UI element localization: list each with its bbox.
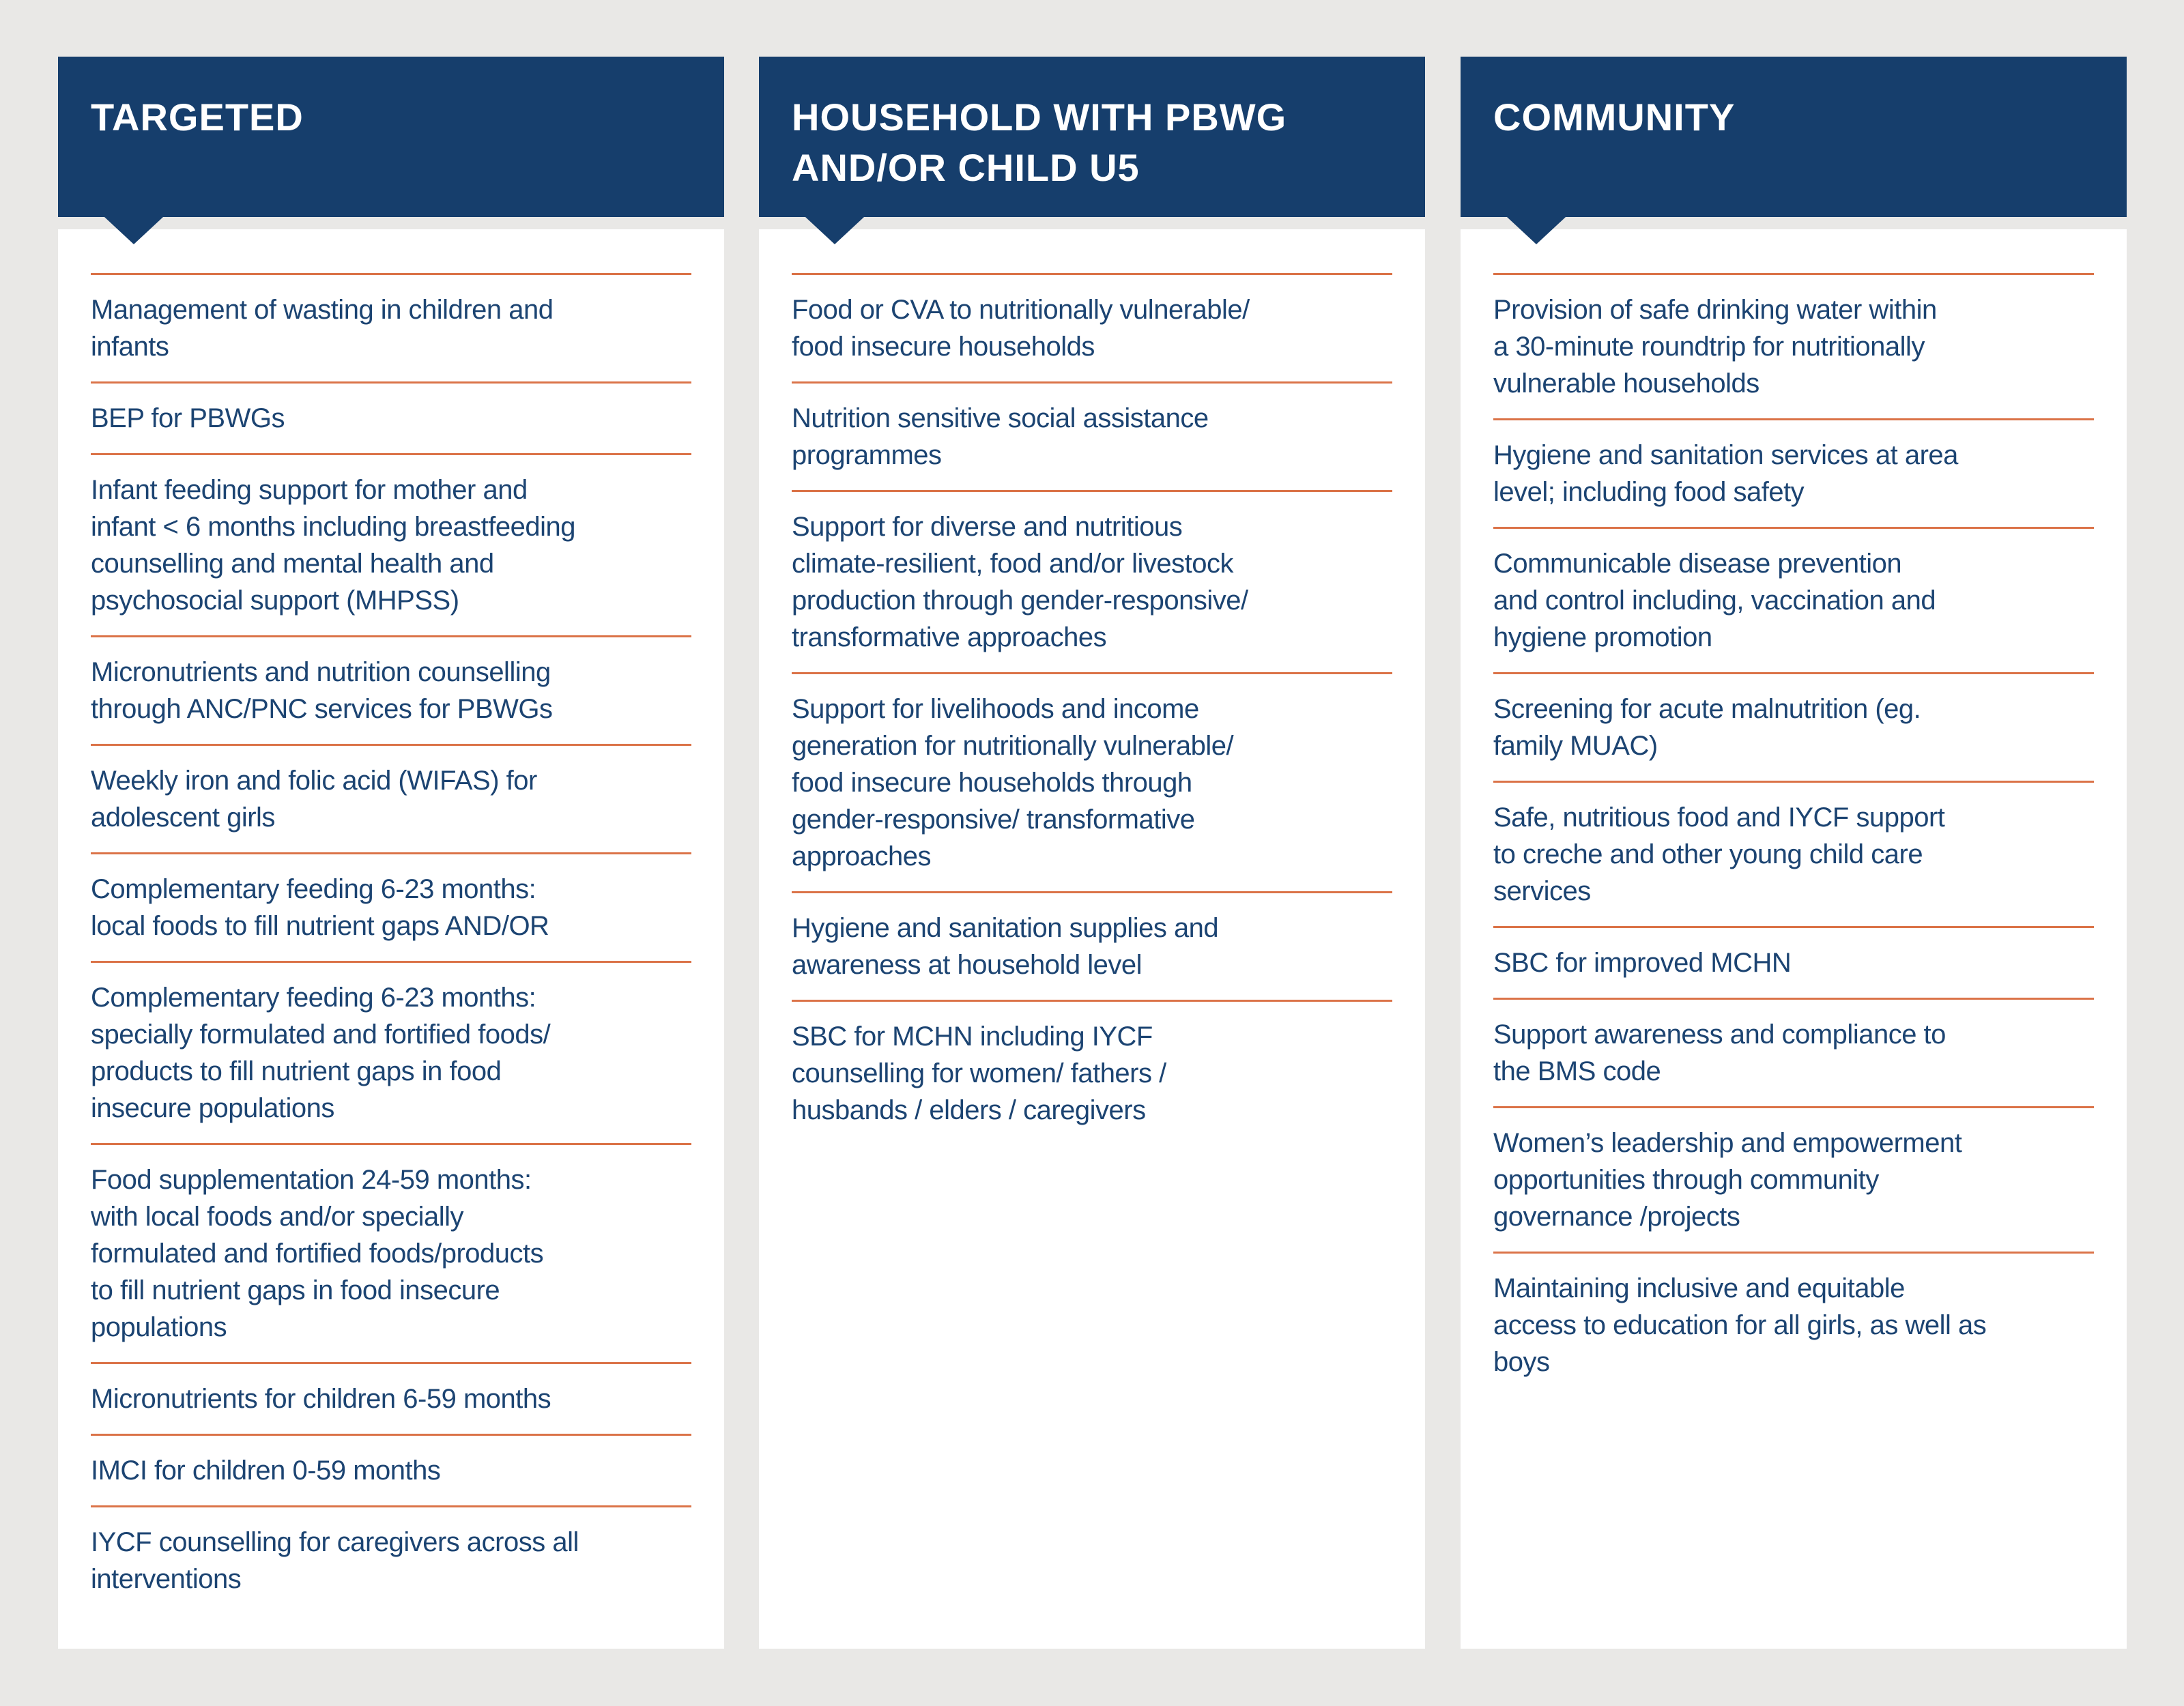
list-item: Hygiene and sanitation services at area … <box>1493 440 1958 507</box>
divider <box>91 852 691 854</box>
divider <box>1493 672 2094 674</box>
divider <box>792 490 1392 492</box>
list-item: BEP for PBWGs <box>91 403 285 433</box>
divider <box>792 273 1392 275</box>
divider <box>1493 926 2094 928</box>
divider <box>792 1000 1392 1002</box>
column-title: HOUSEHOLD WITH PBWG AND/OR CHILD U5 <box>792 96 1287 189</box>
divider <box>1493 273 2094 275</box>
header-pointer-icon <box>104 217 163 244</box>
divider <box>1493 998 2094 1000</box>
column-community: COMMUNITY Provision of safe drinking wat… <box>1461 57 2127 1651</box>
list-item: Management of wasting in children and in… <box>91 295 554 362</box>
list-item: Complementary feeding 6-23 months: speci… <box>91 983 551 1123</box>
divider <box>1493 1106 2094 1108</box>
divider <box>91 1143 691 1145</box>
divider <box>91 1505 691 1507</box>
header-pointer-icon <box>805 217 864 244</box>
list-item: Safe, nutritious food and IYCF support t… <box>1493 803 1945 906</box>
column-title: TARGETED <box>91 96 304 139</box>
list-item: Micronutrients and nutrition counselling… <box>91 657 553 724</box>
list-item: Communicable disease prevention and cont… <box>1493 549 1936 652</box>
list-item: SBC for improved MCHN <box>1493 948 1792 978</box>
column-targeted-card: Management of wasting in children and in… <box>58 229 724 1649</box>
divider <box>91 453 691 455</box>
list-item: Food supplementation 24-59 months: with … <box>91 1165 544 1342</box>
column-community-card: Provision of safe drinking water within … <box>1461 229 2127 1649</box>
column-household-header: HOUSEHOLD WITH PBWG AND/OR CHILD U5 <box>759 57 1425 217</box>
list-item: IYCF counselling for caregivers across a… <box>91 1527 579 1594</box>
divider <box>91 1434 691 1436</box>
divider <box>1493 418 2094 420</box>
divider <box>91 381 691 384</box>
header-pointer-icon <box>1507 217 1566 244</box>
divider <box>792 891 1392 893</box>
list-item: Infant feeding support for mother and in… <box>91 475 576 616</box>
column-targeted: TARGETED Management of wasting in childr… <box>58 57 724 1651</box>
list-item: Women’s leadership and empowerment oppor… <box>1493 1128 1962 1232</box>
list-item: Support for diverse and nutritious clima… <box>792 512 1248 652</box>
column-household: HOUSEHOLD WITH PBWG AND/OR CHILD U5 Food… <box>759 57 1425 1651</box>
list-item: Provision of safe drinking water within … <box>1493 295 1937 399</box>
divider <box>1493 527 2094 529</box>
list-item: Screening for acute malnutrition (eg. fa… <box>1493 694 1921 761</box>
list-item: Micronutrients for children 6-59 months <box>91 1384 551 1414</box>
divider <box>91 961 691 963</box>
list-item: SBC for MCHN including IYCF counselling … <box>792 1022 1166 1125</box>
list-item: Complementary feeding 6-23 months: local… <box>91 874 549 941</box>
column-household-card: Food or CVA to nutritionally vulnerable/… <box>759 229 1425 1649</box>
list-item: Support awareness and compliance to the … <box>1493 1020 1946 1086</box>
list-item: Weekly iron and folic acid (WIFAS) for a… <box>91 766 537 833</box>
list-item: Support for livelihoods and income gener… <box>792 694 1234 871</box>
divider <box>792 381 1392 384</box>
divider <box>91 273 691 275</box>
divider <box>1493 1252 2094 1254</box>
list-item: Maintaining inclusive and equitable acce… <box>1493 1273 1987 1377</box>
column-title: COMMUNITY <box>1493 96 1736 139</box>
divider <box>792 672 1392 674</box>
divider <box>91 635 691 637</box>
divider <box>91 744 691 746</box>
divider <box>1493 781 2094 783</box>
list-item: Nutrition sensitive social assistance pr… <box>792 403 1209 470</box>
list-item: IMCI for children 0-59 months <box>91 1456 441 1486</box>
divider <box>91 1362 691 1364</box>
list-item: Hygiene and sanitation supplies and awar… <box>792 913 1219 980</box>
column-community-header: COMMUNITY <box>1461 57 2127 217</box>
column-targeted-header: TARGETED <box>58 57 724 217</box>
list-item: Food or CVA to nutritionally vulnerable/… <box>792 295 1250 362</box>
